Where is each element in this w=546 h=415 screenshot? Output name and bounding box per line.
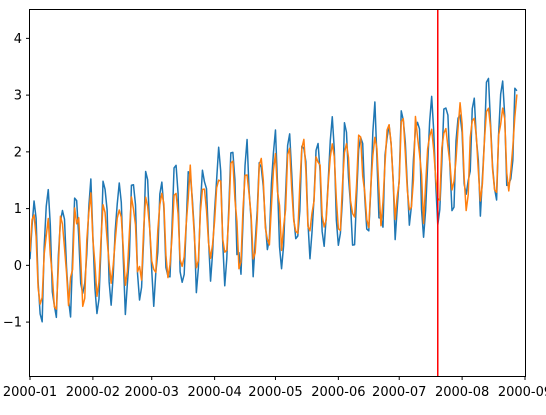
series-line-2 [29, 94, 518, 310]
x-tick-label: 2000-06 [311, 385, 365, 400]
x-tick-label: 2000-07 [372, 385, 426, 400]
x-tick-label: 2000-03 [125, 385, 179, 400]
x-tick-label: 2000-05 [248, 385, 302, 400]
y-tick-label: 1 [14, 202, 22, 217]
y-tick-label: 4 [14, 32, 22, 47]
x-axis: 2000-01 2000-02 2000-03 2000-04 2000-05 2000-… [3, 376, 546, 400]
x-tick-label: 2000-04 [187, 385, 241, 400]
y-tick-label: −1 [3, 316, 22, 331]
y-tick-label: 0 [14, 259, 22, 274]
x-tick-label: 2000-02 [66, 385, 120, 400]
x-tick-label: 2000-09 [498, 385, 546, 400]
x-tick-label: 2000-01 [3, 385, 57, 400]
y-axis: −1 0 1 2 3 4 [3, 32, 30, 331]
x-tick-label: 2000-08 [435, 385, 489, 400]
plot-frame [29, 9, 526, 377]
series-line-1 [29, 77, 518, 323]
y-tick-label: 3 [14, 89, 22, 104]
y-tick-label: 2 [14, 145, 22, 160]
series-layer [29, 77, 518, 323]
